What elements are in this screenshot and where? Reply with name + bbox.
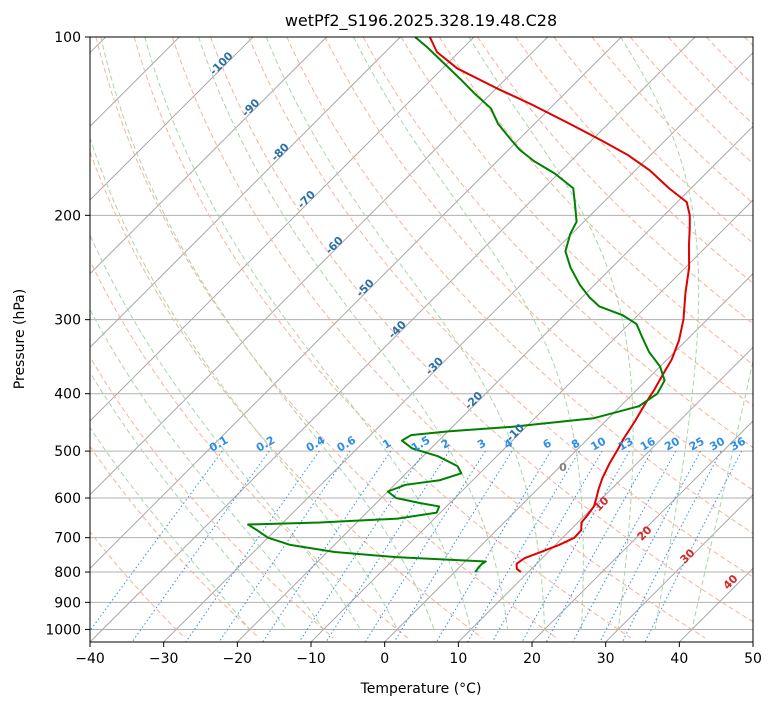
plot-frame	[89, 36, 754, 643]
mixing-ratio-line	[393, 450, 513, 642]
y-tick-label: 1000	[45, 622, 81, 638]
chart-title: wetPf2_S196.2025.328.19.48.C28	[285, 11, 557, 31]
moist-adiabat	[100, 37, 435, 630]
y-tick-label: 900	[54, 595, 81, 611]
moist-adiabat	[691, 358, 753, 630]
dry-adiabat	[439, 37, 753, 366]
x-tick-label: −30	[149, 651, 179, 667]
moist-adiabat	[90, 136, 398, 630]
moist-adiabat	[144, 37, 472, 630]
isotherm-line	[90, 37, 622, 570]
mixing-ratio-line	[491, 450, 603, 642]
mixing-ratio-line	[545, 450, 653, 642]
y-tick-label: 500	[54, 444, 81, 460]
moist-adiabat	[265, 37, 546, 630]
isotherm-line	[531, 420, 753, 642]
mixing-ratio-line	[521, 450, 630, 642]
dry-adiabat	[133, 37, 631, 639]
x-tick-label: −20	[223, 651, 253, 667]
y-axis-label: Pressure (hPa)	[12, 289, 28, 389]
dry-adiabat	[248, 37, 753, 578]
isotherm-line	[310, 199, 753, 642]
y-tick-label: 100	[54, 30, 81, 46]
isotherm-line	[90, 37, 475, 422]
gray-label: 0	[559, 461, 567, 474]
isotherm-line	[90, 37, 401, 349]
moist-adiabat	[90, 426, 251, 630]
x-tick-label: −40	[75, 651, 105, 667]
mixing-ratio-line	[262, 450, 392, 642]
y-tick-label: 800	[54, 565, 81, 581]
y-tick-label: 200	[54, 208, 81, 224]
isotherm-line	[236, 125, 753, 642]
mixing-ratio-line	[218, 450, 351, 642]
x-tick-label: 40	[670, 651, 688, 667]
x-tick-label: 30	[597, 651, 615, 667]
dry-adiabat	[171, 37, 706, 639]
dry-adiabat	[629, 37, 753, 165]
moist-adiabat	[468, 37, 634, 630]
temperature-profile	[428, 37, 691, 573]
y-tick-label: 700	[54, 531, 81, 547]
dry-adiabat	[400, 37, 753, 407]
mixing-ratio-line	[185, 450, 320, 642]
y-tick-label: 300	[54, 313, 81, 329]
isotherm-line	[90, 37, 254, 201]
isotherm-line	[163, 51, 753, 642]
x-tick-label: 10	[449, 651, 467, 667]
mixing-ratio-line	[298, 450, 425, 642]
dry-adiabat	[95, 37, 557, 639]
mixing-ratio-line	[621, 450, 722, 642]
dry-adiabat	[286, 37, 753, 534]
isotherm-line	[457, 346, 753, 642]
isotherm-line	[90, 37, 328, 275]
moist-adiabat	[620, 37, 700, 630]
dry-adiabat	[210, 37, 753, 623]
mixing-ratio-line	[572, 450, 677, 642]
mixing-ratio-line	[644, 450, 743, 642]
dry-adiabat	[324, 37, 753, 491]
isotherm-line	[605, 493, 753, 642]
mixing-ratio-line	[90, 450, 223, 632]
x-tick-label: −10	[296, 651, 326, 667]
isotherm-line	[384, 272, 753, 642]
moist-adiabat	[353, 37, 584, 630]
mixing-ratio-line	[599, 450, 701, 642]
x-axis-label: Temperature (°C)	[360, 681, 482, 697]
moist-adiabat	[198, 37, 509, 630]
dewpoint-profile	[247, 37, 666, 573]
moist-adiabat	[90, 308, 324, 630]
x-tick-label: 0	[380, 651, 389, 667]
x-tick-label: 20	[523, 651, 541, 667]
y-tick-label: 400	[54, 387, 81, 403]
dry-adiabat	[90, 531, 185, 639]
dry-adiabat	[553, 37, 753, 244]
isotherm-line	[90, 37, 549, 496]
moist-adiabat	[90, 371, 288, 630]
y-tick-label: 600	[54, 491, 81, 507]
dry-adiabat	[90, 445, 260, 639]
dry-adiabat	[90, 150, 483, 639]
dry-adiabat	[90, 259, 408, 639]
moist-adiabat	[90, 233, 361, 630]
x-tick-label: 50	[744, 651, 762, 667]
